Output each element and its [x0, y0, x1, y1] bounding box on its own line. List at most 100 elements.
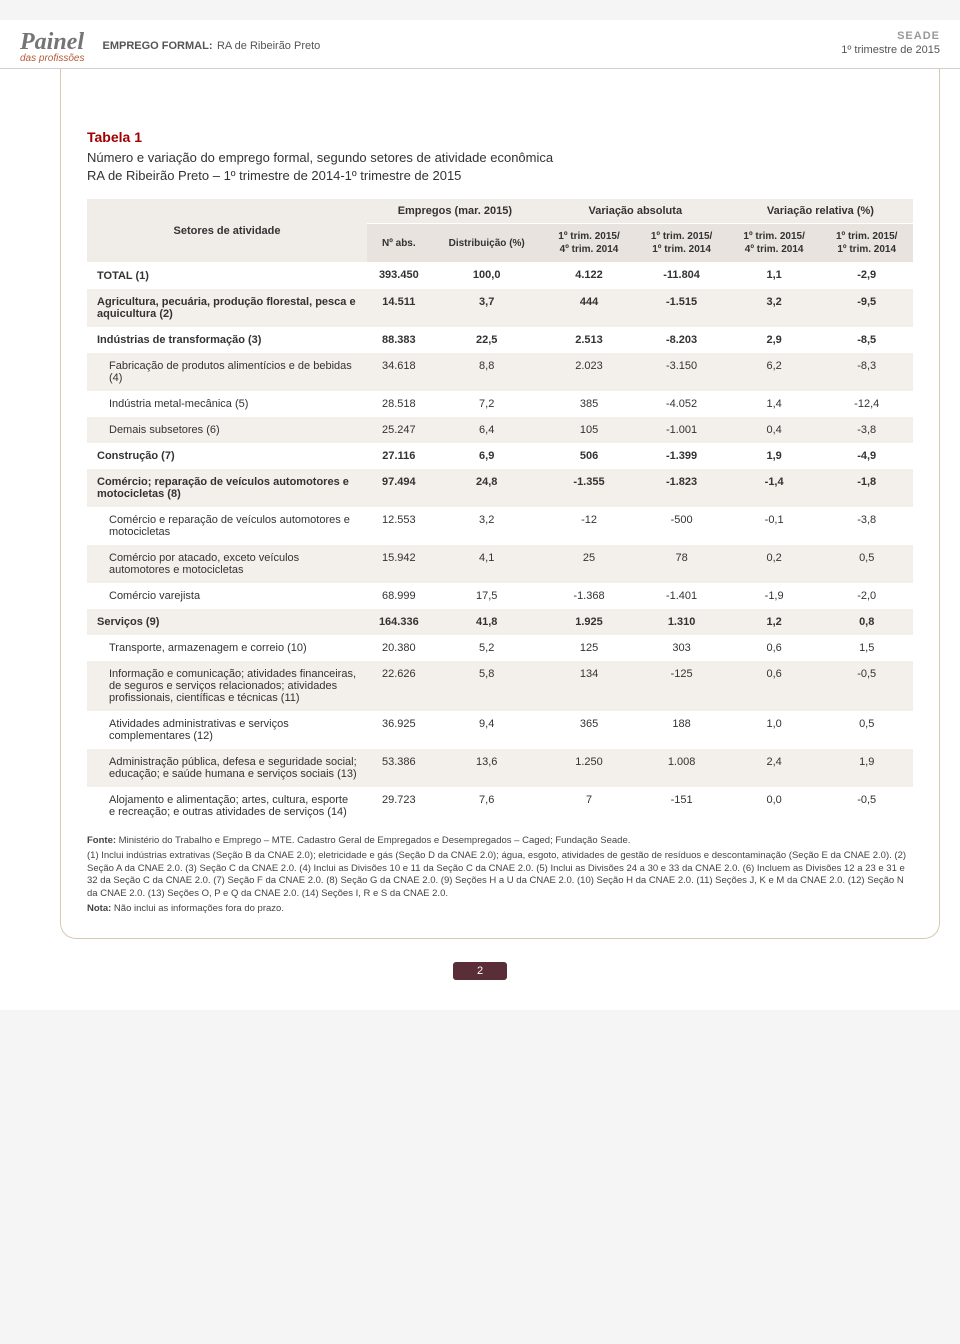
- th-group-var-abs: Variação absoluta: [543, 199, 728, 224]
- th-va2: 1º trim. 2015/1º trim. 2014: [635, 224, 728, 263]
- row-value: 0,8: [820, 609, 913, 635]
- row-value: 7,6: [431, 787, 543, 825]
- content-inner: Tabela 1 Número e variação do emprego fo…: [87, 129, 913, 916]
- table-row: Construção (7)27.1166,9506-1.3991,9-4,9: [87, 443, 913, 469]
- th-sector: Setores de atividade: [87, 199, 367, 262]
- row-value: 1,5: [820, 635, 913, 661]
- row-value: 2.023: [543, 353, 636, 391]
- header-title-rest: RA de Ribeirão Preto: [217, 40, 320, 52]
- table-row: Atividades administrativas e serviços co…: [87, 711, 913, 749]
- document-page: Painel das profissões EMPREGO FORMAL: RA…: [0, 20, 960, 1010]
- row-label: TOTAL (1): [87, 262, 367, 289]
- header-right: SEADE 1º trimestre de 2015: [841, 30, 940, 56]
- row-value: 20.380: [367, 635, 431, 661]
- row-label: Serviços (9): [87, 609, 367, 635]
- row-value: 0,6: [728, 635, 821, 661]
- footnote-note-text: Não inclui as informações fora do prazo.: [114, 903, 284, 914]
- row-value: -0,5: [820, 787, 913, 825]
- table-body: TOTAL (1)393.450100,04.122-11.8041,1-2,9…: [87, 262, 913, 825]
- row-value: 0,5: [820, 545, 913, 583]
- row-label: Comércio e reparação de veículos automot…: [87, 507, 367, 545]
- footnote-source-text: Ministério do Trabalho e Emprego – MTE. …: [119, 835, 631, 846]
- row-label: Indústrias de transformação (3): [87, 327, 367, 353]
- row-value: 1,4: [728, 391, 821, 417]
- table-row: Comércio varejista68.99917,5-1.368-1.401…: [87, 583, 913, 609]
- row-value: 1.310: [635, 609, 728, 635]
- footnote-source-label: Fonte:: [87, 835, 116, 846]
- row-value: -3,8: [820, 417, 913, 443]
- row-value: 24,8: [431, 469, 543, 507]
- row-value: -125: [635, 661, 728, 711]
- table-desc-line2: RA de Ribeirão Preto – 1º trimestre de 2…: [87, 168, 461, 183]
- row-value: -4,9: [820, 443, 913, 469]
- row-value: 3,2: [431, 507, 543, 545]
- row-value: 9,4: [431, 711, 543, 749]
- row-label: Indústria metal-mecânica (5): [87, 391, 367, 417]
- table-row: Serviços (9)164.33641,81.9251.3101,20,8: [87, 609, 913, 635]
- row-value: -1.355: [543, 469, 636, 507]
- row-value: 17,5: [431, 583, 543, 609]
- row-value: 365: [543, 711, 636, 749]
- row-value: 0,6: [728, 661, 821, 711]
- row-label: Atividades administrativas e serviços co…: [87, 711, 367, 749]
- row-value: 13,6: [431, 749, 543, 787]
- row-value: -8,3: [820, 353, 913, 391]
- table-head: Setores de atividade Empregos (mar. 2015…: [87, 199, 913, 262]
- row-value: 27.116: [367, 443, 431, 469]
- row-value: 4,1: [431, 545, 543, 583]
- row-value: 78: [635, 545, 728, 583]
- footnotes: Fonte: Ministério do Trabalho e Emprego …: [87, 835, 913, 916]
- org-label: SEADE: [841, 30, 940, 42]
- table-desc-line1: Número e variação do emprego formal, seg…: [87, 150, 553, 165]
- row-value: 88.383: [367, 327, 431, 353]
- table-row: Demais subsetores (6)25.2476,4105-1.0010…: [87, 417, 913, 443]
- table-row: Comércio por atacado, exceto veículos au…: [87, 545, 913, 583]
- page-number-wrap: 2: [0, 961, 960, 980]
- row-value: 1.008: [635, 749, 728, 787]
- row-value: -12: [543, 507, 636, 545]
- table-label: Tabela 1: [87, 129, 913, 145]
- row-label: Administração pública, defesa e segurida…: [87, 749, 367, 787]
- page-header: Painel das profissões EMPREGO FORMAL: RA…: [0, 20, 960, 69]
- row-value: 22,5: [431, 327, 543, 353]
- th-nabs: Nº abs.: [367, 224, 431, 263]
- row-label: Agricultura, pecuária, produção floresta…: [87, 289, 367, 327]
- table-row: Indústrias de transformação (3)88.38322,…: [87, 327, 913, 353]
- row-value: -1.401: [635, 583, 728, 609]
- row-value: -1.368: [543, 583, 636, 609]
- logo-block: Painel das profissões: [20, 30, 84, 64]
- table-row: Transporte, armazenagem e correio (10)20…: [87, 635, 913, 661]
- table-description: Número e variação do emprego formal, seg…: [87, 149, 913, 185]
- row-value: -0,1: [728, 507, 821, 545]
- row-label: Demais subsetores (6): [87, 417, 367, 443]
- table-row: Administração pública, defesa e segurida…: [87, 749, 913, 787]
- period-label: 1º trimestre de 2015: [841, 44, 940, 56]
- row-value: -151: [635, 787, 728, 825]
- row-value: -1,9: [728, 583, 821, 609]
- row-value: 3,2: [728, 289, 821, 327]
- table-row: Comércio e reparação de veículos automot…: [87, 507, 913, 545]
- row-value: 41,8: [431, 609, 543, 635]
- row-value: 53.386: [367, 749, 431, 787]
- row-value: 1,1: [728, 262, 821, 289]
- content-frame: Tabela 1 Número e variação do emprego fo…: [60, 69, 940, 939]
- row-label: Construção (7): [87, 443, 367, 469]
- row-label: Comércio por atacado, exceto veículos au…: [87, 545, 367, 583]
- row-value: 1.250: [543, 749, 636, 787]
- row-value: 6,2: [728, 353, 821, 391]
- row-value: -2,9: [820, 262, 913, 289]
- row-value: 6,9: [431, 443, 543, 469]
- table-row: Informação e comunicação; atividades fin…: [87, 661, 913, 711]
- row-value: 15.942: [367, 545, 431, 583]
- row-value: 0,4: [728, 417, 821, 443]
- page-number: 2: [453, 962, 507, 980]
- row-value: 25.247: [367, 417, 431, 443]
- row-label: Alojamento e alimentação; artes, cultura…: [87, 787, 367, 825]
- row-value: 5,8: [431, 661, 543, 711]
- table-row: Indústria metal-mecânica (5)28.5187,2385…: [87, 391, 913, 417]
- row-value: 1.925: [543, 609, 636, 635]
- row-value: 2,9: [728, 327, 821, 353]
- row-value: 3,7: [431, 289, 543, 327]
- th-vr2: 1º trim. 2015/1º trim. 2014: [820, 224, 913, 263]
- data-table: Setores de atividade Empregos (mar. 2015…: [87, 199, 913, 825]
